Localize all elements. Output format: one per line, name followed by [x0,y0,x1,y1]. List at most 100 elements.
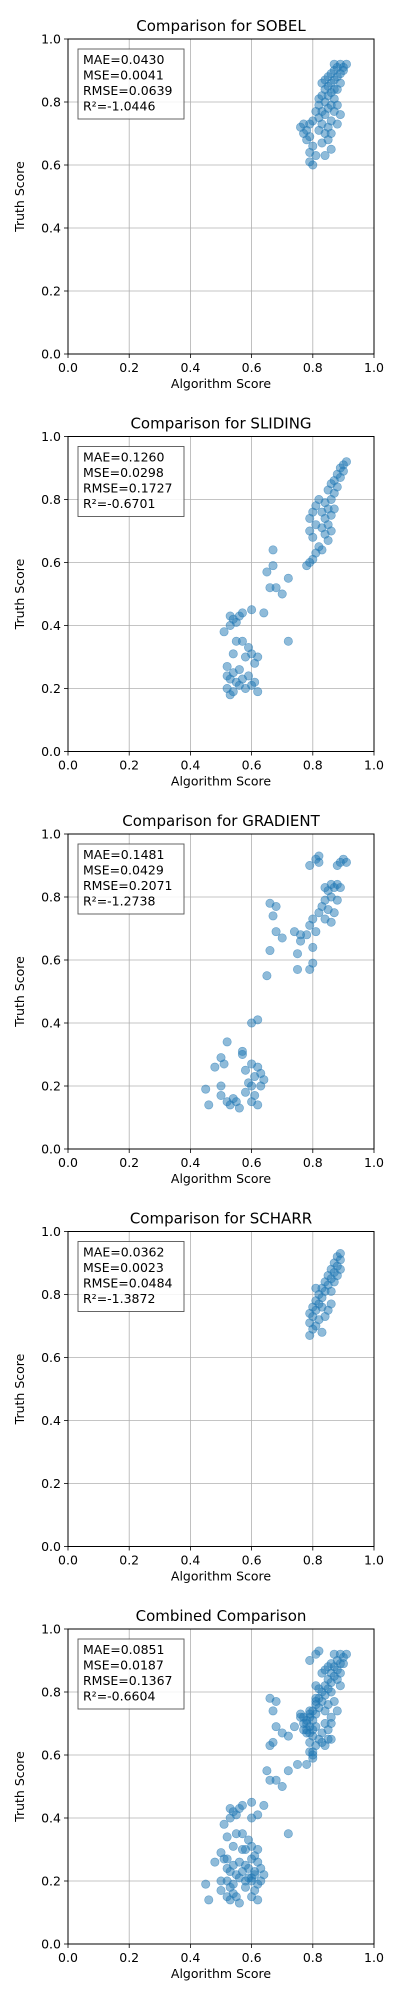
scatter-point [314,857,324,867]
scatter-point [292,949,302,959]
y-tick-label: 0.0 [41,744,61,759]
scatter-point [305,1709,315,1719]
scatter-point [311,520,321,530]
scatter-point [329,1277,339,1287]
chart-panel: Comparison for SOBEL 0.0 0.2 0.4 0.6 0.8 1.0 0.… [12,17,384,391]
scatter-point [268,1706,278,1716]
x-tick-label: 1.0 [364,758,384,773]
scatter-point [210,1062,220,1072]
scatter-point [277,1728,287,1738]
y-tick-label: 0.6 [41,1350,61,1365]
scatter-point [271,1775,281,1785]
scatter-point [305,157,315,167]
chart-panel: Comparison for GRADIENT 0.0 0.2 0.4 0.6 0.8 1.… [12,812,384,1186]
scatter-point [292,964,302,974]
stats-box [77,48,185,120]
scatter-point [311,1696,321,1706]
x-tick-label: 0.2 [119,1950,139,1965]
scatter-point [311,106,321,116]
y-tick-label: 0.8 [41,95,61,110]
scatter-point [225,611,235,621]
scatter-point [222,1037,232,1047]
scatter-point [247,1854,257,1864]
scatter-point [259,608,269,618]
scatter-point [268,545,278,555]
x-tick-label: 0.6 [242,1950,262,1965]
scatter-point [277,589,287,599]
scatter-point [268,561,278,571]
scatter-point [302,1725,312,1735]
scatter-point [305,1656,315,1666]
scatter-point [289,927,299,937]
y-tick-label: 0.0 [41,1539,61,1554]
scatter-point [222,1854,232,1864]
x-tick-label: 0.4 [180,758,200,773]
y-tick-label: 0.8 [41,1287,61,1302]
scatter-point [314,1684,324,1694]
y-tick-label: 0.4 [41,1413,61,1428]
y-tick-label: 0.2 [41,1874,61,1889]
scatter-point [326,144,336,154]
x-tick-label: 0.2 [119,1553,139,1568]
scatter-point [277,1782,287,1792]
scatter-point [271,901,281,911]
scatter-point [283,1766,293,1776]
scatter-point [262,971,272,981]
scatter-point [247,1059,257,1069]
scatter-point [332,119,342,129]
y-tick-label: 0.8 [41,890,61,905]
stats-line: MSE=0.0187 [83,1658,164,1673]
scatter-point [250,658,260,668]
scatter-point [314,125,324,135]
scatter-point [317,1668,327,1678]
chart-panel: Comparison for SLIDING 0.0 0.2 0.4 0.6 0.8 1.0… [12,415,384,789]
scatter-point [259,1800,269,1810]
y-tick-label: 0.6 [41,1748,61,1763]
scatter-point [265,583,275,593]
scatter-point [265,946,275,956]
scatter-point [335,1264,345,1274]
scatter-point [317,1737,327,1747]
y-tick-label: 0.8 [41,492,61,507]
scatter-point [283,1829,293,1839]
scatter-point [240,652,250,662]
y-tick-label: 1.0 [41,1622,61,1637]
scatter-point [302,135,312,145]
scatter-point [268,911,278,921]
scatter-point [247,1813,257,1823]
scatter-point [271,927,281,937]
stats-line: R²=-0.6604 [83,1689,155,1704]
scatter-point [253,687,263,697]
y-tick-label: 1.0 [41,827,61,842]
scatter-point [305,513,315,523]
chart-title: Combined Comparison [136,1607,307,1625]
scatter-point [323,535,333,545]
scatter-point [296,936,306,946]
stats-line: MSE=0.0429 [83,863,164,878]
x-tick-label: 0.2 [119,360,139,375]
scatter-point [314,94,324,104]
scatter-point [326,1734,336,1744]
x-tick-label: 0.8 [303,1553,323,1568]
scatter-point [308,958,318,968]
scatter-point [335,110,345,120]
stats-line: R²=-1.3872 [83,1291,155,1306]
scatter-point [240,1845,250,1855]
scatter-point [320,75,330,85]
stats-line: R²=-0.6701 [83,496,155,511]
y-tick-label: 0.2 [41,284,61,299]
scatter-point [332,84,342,94]
x-axis-label: Algorithm Score [171,1966,272,1981]
x-tick-label: 0.2 [119,758,139,773]
scatter-point [332,895,342,905]
scatter-point [259,1075,269,1085]
scatter-point [225,1804,235,1814]
scatter-point [262,567,272,577]
scatter-point [262,1766,272,1776]
x-tick-label: 0.0 [58,1155,78,1170]
chart-panel: Combined Comparison 0.0 0.2 0.4 0.6 0.8 1.0 0.0… [12,1607,384,1981]
scatter-point [302,561,312,571]
x-tick-label: 0.8 [303,1950,323,1965]
plot-frame [67,1231,375,1547]
scatter-point [201,1879,211,1889]
